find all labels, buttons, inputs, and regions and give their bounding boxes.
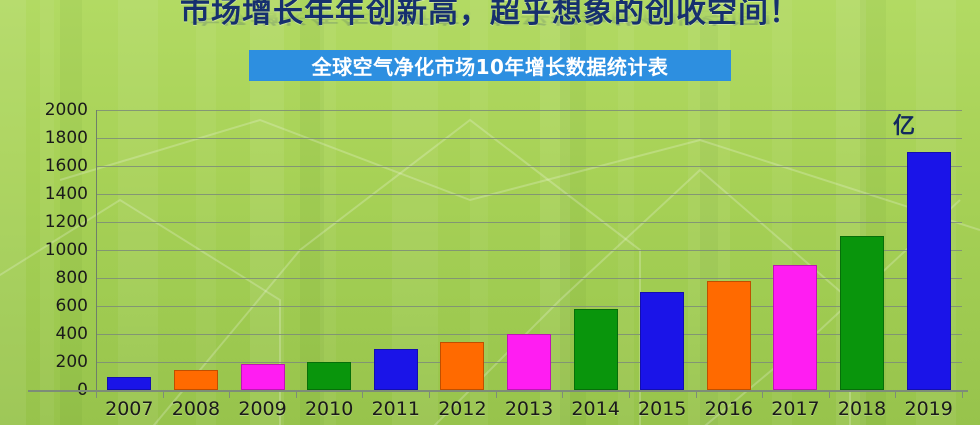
x-axis-tick — [828, 390, 830, 398]
bar-slot — [762, 110, 829, 390]
y-axis-tick-label: 400 — [55, 324, 88, 344]
bar-slot — [163, 110, 230, 390]
y-axis-tick-label: 1800 — [44, 128, 88, 148]
x-axis-tick-label: 2009 — [238, 398, 287, 420]
bar-2009 — [240, 364, 285, 390]
x-axis-tick — [562, 390, 564, 398]
bar-2010 — [307, 362, 352, 390]
x-axis-tick-label: 2013 — [504, 398, 554, 420]
x-axis-line — [28, 390, 968, 392]
bar-2014 — [573, 308, 618, 390]
y-axis-labels: 2000180016001400120010008006004002000 — [8, 0, 88, 425]
x-axis-tick — [362, 390, 364, 398]
bar-2019 — [906, 152, 951, 390]
gridline — [96, 222, 962, 223]
x-axis-tick-label: 2011 — [371, 398, 420, 420]
x-axis-tick — [628, 390, 630, 398]
gridline — [96, 250, 962, 251]
bar-2018 — [840, 236, 885, 390]
x-axis-tick-label: 2008 — [171, 398, 221, 420]
y-axis-tick-label: 800 — [55, 268, 88, 288]
y-axis-tick-label: 1400 — [44, 184, 88, 204]
bar-slot — [429, 110, 496, 390]
bar-2013 — [506, 334, 551, 390]
x-axis-tick-label: 2018 — [837, 398, 887, 420]
gridline — [96, 166, 962, 167]
bar-2007 — [107, 377, 152, 390]
gridline — [96, 194, 962, 195]
x-axis-tick — [962, 390, 963, 398]
bar-slot — [296, 110, 363, 390]
y-axis-tick-label: 200 — [55, 352, 88, 372]
x-axis-tick-label: 2010 — [304, 398, 354, 420]
bar-slot — [629, 110, 696, 390]
bar-slot — [562, 110, 629, 390]
x-axis-tick — [229, 390, 231, 398]
x-axis-tick — [695, 390, 697, 398]
x-axis-tick — [96, 390, 97, 398]
x-axis-tick — [295, 390, 297, 398]
x-axis-tick — [495, 390, 497, 398]
x-axis-tick-label: 2007 — [105, 398, 154, 420]
y-axis-tick-label: 1600 — [44, 156, 88, 176]
subtitle-banner: 全球空气净化市场10年增长数据统计表 — [249, 50, 731, 81]
x-axis-tick-label: 2014 — [571, 398, 620, 420]
y-axis-tick-label: 600 — [55, 296, 88, 316]
bar-slot — [96, 110, 163, 390]
y-axis-tick-label: 1000 — [44, 240, 88, 260]
x-axis-tick-label: 2016 — [704, 398, 754, 420]
bar-slot — [696, 110, 763, 390]
x-axis-tick — [162, 390, 164, 398]
subtitle-banner-label: 全球空气净化市场10年增长数据统计表 — [311, 55, 669, 79]
bar-slot — [362, 110, 429, 390]
bar-2015 — [640, 292, 685, 390]
bar-2016 — [706, 280, 751, 390]
bar-2017 — [773, 265, 818, 390]
gridline — [96, 278, 962, 279]
bar-2011 — [373, 349, 418, 390]
bar-slot — [496, 110, 563, 390]
x-axis-tick-label: 2012 — [438, 398, 487, 420]
x-axis-tick — [895, 390, 897, 398]
gridline — [96, 110, 962, 111]
x-axis-tick-label: 2017 — [771, 398, 820, 420]
x-axis-tick — [429, 390, 431, 398]
plot-area — [96, 110, 962, 391]
y-axis-tick-label: 1200 — [44, 212, 88, 232]
x-axis-tick-label: 2015 — [638, 398, 687, 420]
headline-area: 市场增长年年创新高，超乎想象的创收空间！ 市场增长年年创新高，超乎想象的创收空间… — [0, 0, 980, 48]
gridline — [96, 306, 962, 307]
x-axis-tick — [762, 390, 764, 398]
y-axis-line — [96, 110, 97, 391]
gridline — [96, 138, 962, 139]
bar-slot — [829, 110, 896, 390]
bar-2012 — [440, 342, 485, 390]
unit-label: 亿 — [893, 114, 916, 139]
page-title: 市场增长年年创新高，超乎想象的创收空间！ — [180, 0, 800, 30]
y-axis-tick-label: 2000 — [44, 100, 88, 120]
bar-slot — [229, 110, 296, 390]
x-axis-tick-label: 2019 — [904, 398, 953, 420]
bar-2008 — [173, 370, 218, 390]
bar-slot — [895, 110, 962, 390]
